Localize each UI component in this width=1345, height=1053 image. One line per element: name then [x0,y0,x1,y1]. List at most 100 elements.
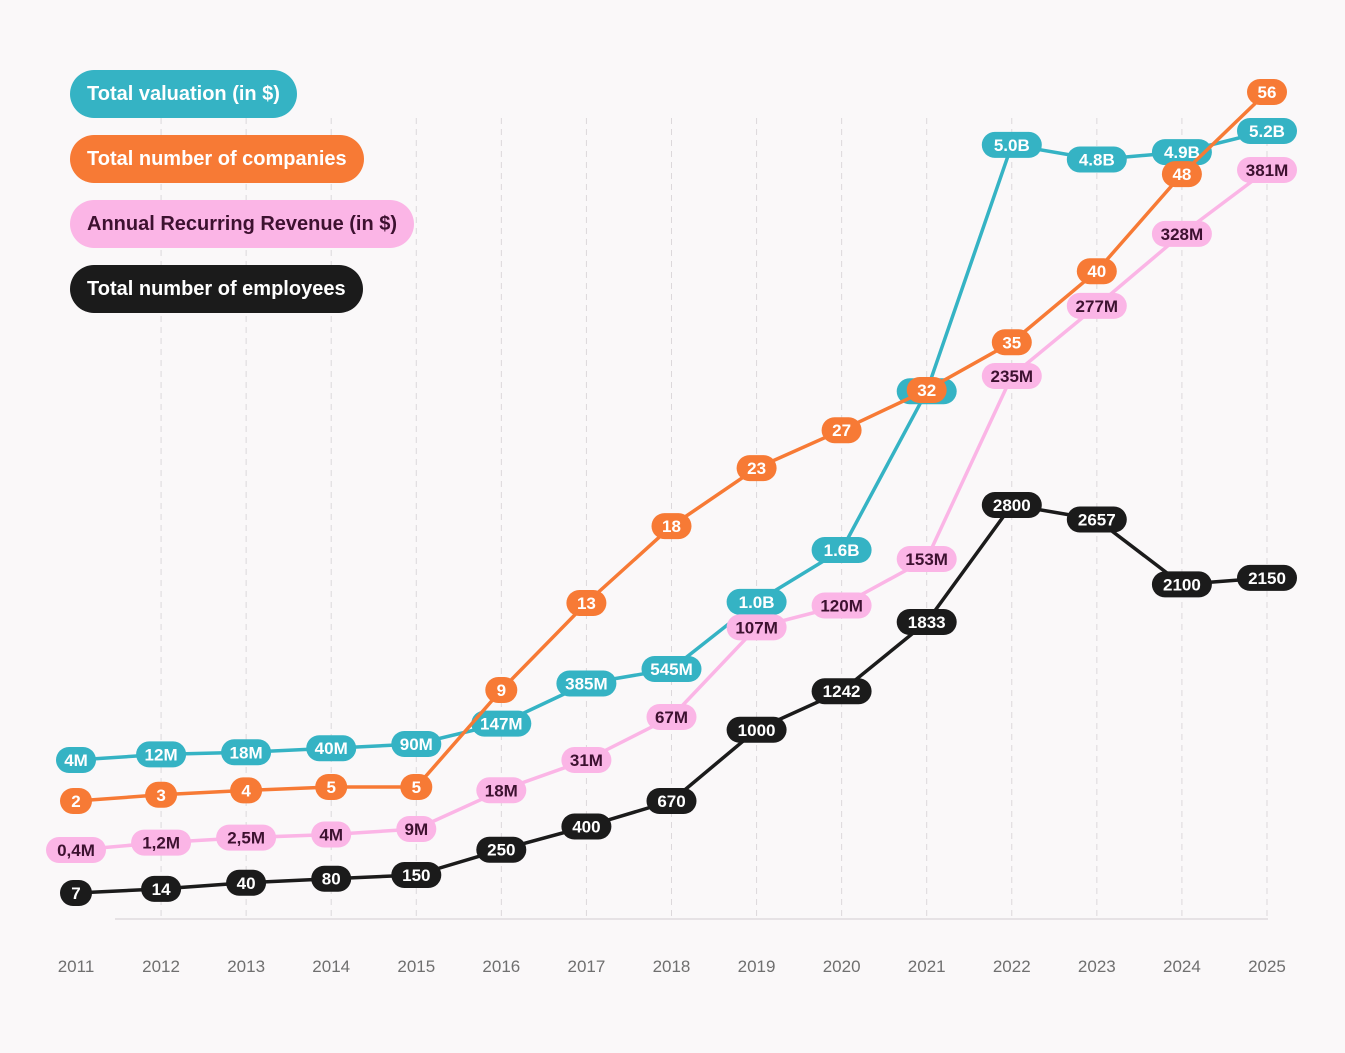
data-point-employees [646,788,697,814]
data-point-companies [1247,79,1287,105]
data-label-text: 67M [655,708,688,727]
data-point-valuation [641,656,702,682]
data-label-text: 48 [1172,165,1191,184]
legend-item-valuation[interactable]: Total valuation (in $) [70,70,297,118]
data-point-arr [396,816,437,842]
data-label-text: 381M [1246,161,1289,180]
data-label: 1,2M [131,829,192,856]
data-label: 5.2B [1237,118,1297,144]
data-label: 3 [145,781,178,808]
data-label: 31M [561,747,612,773]
data-point-employees [311,865,352,892]
data-label: 1000 [726,716,787,743]
data-label: 2657 [1066,506,1127,533]
data-label-text: 27 [832,421,851,440]
data-point-arr [981,363,1042,389]
data-point-employees [726,716,787,743]
data-label: 9 [485,677,518,703]
data-label: 13 [566,590,607,616]
data-label-text: 0,4M [57,841,95,860]
data-label-text: 1242 [823,682,861,701]
data-label: 400 [561,813,612,840]
data-label-text: 2657 [1078,511,1116,530]
data-label: 147M [471,710,532,737]
data-point-employees [981,492,1042,518]
data-point-arr [726,614,787,641]
data-point-employees [561,813,612,840]
data-point-valuation [306,735,357,762]
data-label: 5 [315,774,348,800]
data-label: 1.6B [811,537,872,563]
data-point-companies [1076,258,1117,285]
x-tick-label: 2012 [142,957,180,976]
data-point-companies [821,417,862,444]
data-label-text: 4.8B [1079,151,1115,170]
x-tick-label: 2025 [1248,957,1286,976]
data-label-text: 56 [1258,83,1277,102]
x-tick-label: 2018 [653,957,691,976]
data-label: 1833 [896,609,957,635]
data-label-text: 9 [497,681,506,700]
data-point-valuation [391,731,442,757]
data-point-arr [561,747,612,773]
data-label-text: 90M [400,735,433,754]
x-tick-label: 2023 [1078,957,1116,976]
data-point-valuation [556,670,617,697]
data-point-valuation [726,588,787,615]
data-label-text: 13 [577,594,596,613]
data-label: 381M [1237,157,1297,183]
data-point-arr [311,821,352,848]
data-label-text: 400 [572,818,600,837]
data-label: 4.8B [1066,146,1127,173]
data-label-text: 31M [570,751,603,770]
data-label-text: 40 [1087,262,1106,281]
data-label-text: 9M [404,820,428,839]
data-label-text: 5 [412,778,421,797]
data-label: 150 [391,862,442,888]
data-point-valuation [136,741,187,768]
data-label-text: 3 [156,786,165,805]
x-tick-label: 2011 [58,957,95,976]
data-label-text: 120M [820,597,863,616]
data-label: 40 [226,869,267,896]
data-point-valuation [56,747,96,773]
data-label-text: 4.9B [1164,143,1200,162]
data-label: 4 [230,777,263,804]
data-point-companies [1161,161,1202,188]
data-label-text: 18M [485,781,518,800]
data-point-companies [566,590,607,616]
legend-item-arr[interactable]: Annual Recurring Revenue (in $) [70,200,415,248]
data-point-employees [141,875,182,902]
x-tick-label: 2016 [482,957,520,976]
data-label-text: 4M [64,751,88,770]
x-tick-label: 2024 [1163,957,1201,976]
legend-item-companies[interactable]: Total number of companies [70,135,364,183]
data-point-valuation [981,131,1042,158]
data-point-employees [226,869,267,896]
data-label: 18M [221,739,272,766]
legend-item-employees[interactable]: Total number of employees [70,265,363,313]
data-label: 328M [1151,220,1212,247]
data-label-text: 2150 [1248,569,1286,588]
data-label: 385M [556,670,617,697]
data-label-text: 545M [650,660,693,679]
data-label-text: 1000 [738,721,776,740]
data-label-text: 35 [1002,333,1021,352]
data-point-arr [1237,157,1297,183]
data-label: 7 [60,880,92,906]
data-label: 35 [991,329,1032,356]
data-label-text: 385M [565,675,608,694]
data-point-companies [736,455,777,482]
legend: Total valuation (in $) Total number of c… [70,70,415,330]
data-label: 32 [906,377,947,403]
data-point-companies [60,788,92,814]
data-label-text: 1.6B [824,541,860,560]
data-point-valuation [1066,146,1127,173]
data-label-text: 670 [657,792,685,811]
data-label-text: 250 [487,841,515,860]
x-tick-label: 2017 [568,957,606,976]
data-label-text: 147M [480,715,523,734]
data-label: 2100 [1151,571,1212,598]
data-point-companies [315,774,348,800]
data-point-employees [391,862,442,888]
